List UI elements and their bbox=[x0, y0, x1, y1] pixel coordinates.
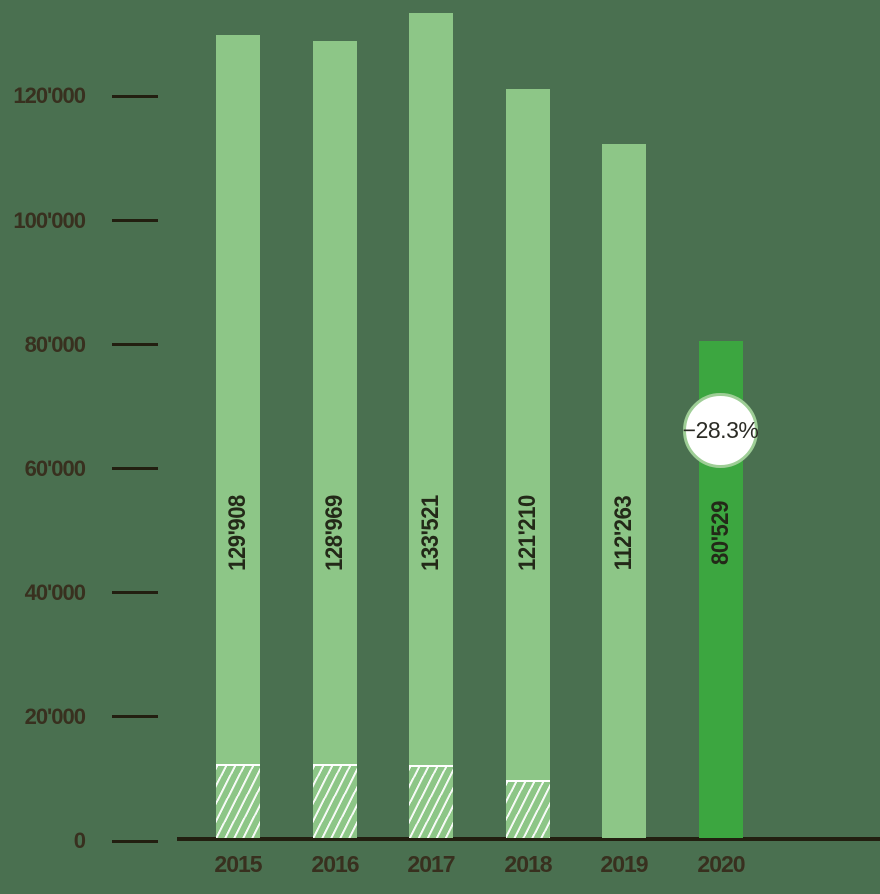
bar-hatch-pattern bbox=[313, 764, 357, 838]
y-axis-tick-label: 60'000 bbox=[24, 455, 86, 481]
bar bbox=[313, 41, 357, 838]
bar-hatch-pattern bbox=[216, 764, 260, 838]
y-axis-tick-label: 80'000 bbox=[24, 331, 86, 357]
y-axis-tick-label: 0 bbox=[73, 828, 86, 853]
bar bbox=[506, 89, 550, 838]
y-axis-tick-mark bbox=[112, 219, 158, 222]
x-axis-year-label: 2017 bbox=[407, 851, 455, 877]
bar-hatch-pattern bbox=[506, 780, 550, 838]
bar-value-label: 129'908 bbox=[224, 495, 251, 571]
y-axis-tick-mark bbox=[112, 715, 158, 719]
y-axis-tick-mark bbox=[112, 343, 158, 347]
x-axis-year-label: 2018 bbox=[504, 851, 552, 877]
y-axis-tick-label: 100'000 bbox=[13, 207, 86, 233]
x-axis-year-label: 2019 bbox=[600, 851, 648, 877]
bar-value-label: 128'969 bbox=[321, 495, 348, 571]
y-axis-tick-mark bbox=[112, 94, 158, 98]
bar-value-label: 112'263 bbox=[610, 495, 637, 571]
y-axis-tick-label: 40'000 bbox=[24, 579, 86, 605]
x-axis-line bbox=[177, 837, 880, 841]
bar bbox=[409, 13, 453, 838]
y-axis-tick-label: 120'000 bbox=[13, 83, 86, 109]
change-badge: −28.3% bbox=[682, 393, 759, 468]
bar bbox=[216, 35, 260, 838]
y-axis-tick-mark bbox=[112, 591, 158, 595]
y-axis-tick-label: 20'000 bbox=[24, 703, 86, 729]
change-badge-label: −28.3% bbox=[682, 417, 759, 443]
bar-value-label: 80'529 bbox=[707, 501, 734, 565]
x-axis-year-label: 2015 bbox=[214, 851, 262, 877]
bar bbox=[602, 144, 646, 838]
y-axis-tick-mark bbox=[112, 467, 158, 471]
y-axis-tick-mark bbox=[112, 839, 158, 843]
bar-value-label: 121'210 bbox=[514, 495, 541, 571]
x-axis-year-label: 2016 bbox=[311, 851, 359, 877]
x-axis-year-label: 2020 bbox=[697, 851, 745, 877]
bar-value-label: 133'521 bbox=[417, 495, 444, 571]
bar-hatch-pattern bbox=[409, 765, 453, 838]
